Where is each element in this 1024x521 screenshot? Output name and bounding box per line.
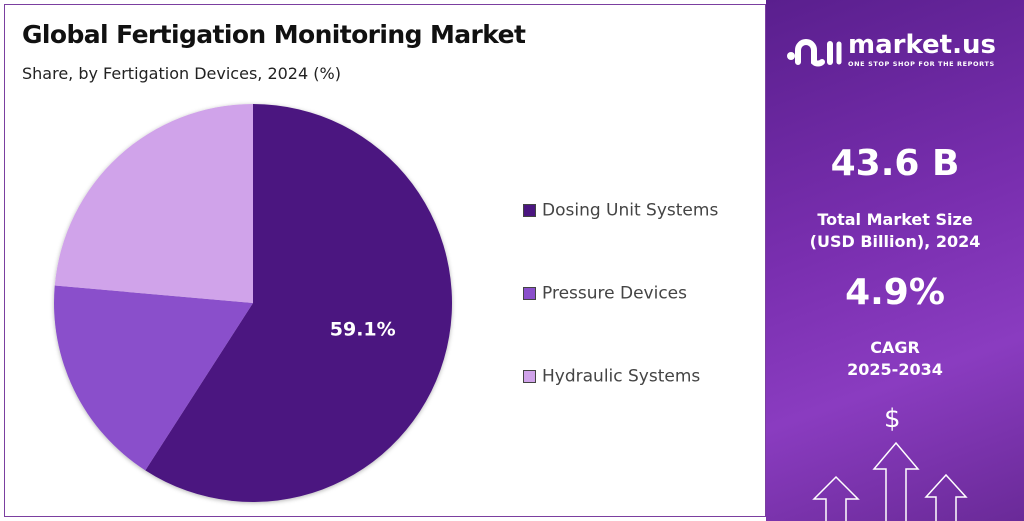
summary-sidebar: market.us ONE STOP SHOP FOR THE REPORTS … bbox=[766, 0, 1024, 521]
market-size-label-line1: Total Market Size bbox=[817, 210, 973, 229]
cagr-value: 4.9% bbox=[845, 272, 945, 313]
chart-title: Global Fertigation Monitoring Market bbox=[22, 20, 526, 49]
legend-swatch bbox=[523, 287, 536, 300]
logo-icon bbox=[787, 39, 842, 67]
cagr-label: CAGR bbox=[870, 338, 920, 357]
cagr-period: 2025-2034 bbox=[847, 360, 943, 379]
growth-arrows-icon bbox=[812, 441, 968, 521]
legend-item: Hydraulic Systems bbox=[523, 366, 700, 387]
chart-subtitle: Share, by Fertigation Devices, 2024 (%) bbox=[22, 64, 341, 83]
legend-label: Dosing Unit Systems bbox=[542, 200, 719, 221]
pie-chart: 59.1% bbox=[54, 104, 452, 503]
brand-tagline: ONE STOP SHOP FOR THE REPORTS bbox=[848, 60, 995, 68]
pie-slice-pressure-devices bbox=[54, 285, 254, 471]
data-label: 59.1% bbox=[330, 318, 396, 340]
market-size-value: 43.6 B bbox=[830, 143, 960, 184]
pie-slice-dosing-unit-systems bbox=[145, 104, 452, 503]
brand-name: market.us bbox=[848, 30, 996, 60]
legend-item: Dosing Unit Systems bbox=[523, 200, 718, 221]
legend-item: Pressure Devices bbox=[523, 283, 687, 304]
legend-label: Pressure Devices bbox=[542, 283, 687, 304]
dollar-icon: $ bbox=[884, 404, 901, 434]
market-us-logo: market.us ONE STOP SHOP FOR THE REPORTS bbox=[786, 30, 1016, 76]
legend-swatch bbox=[523, 204, 536, 217]
market-size-label-line2: (USD Billion), 2024 bbox=[809, 232, 981, 251]
legend-label: Hydraulic Systems bbox=[542, 366, 701, 387]
legend-swatch bbox=[523, 370, 536, 383]
pie-slice-hydraulic-systems bbox=[54, 104, 254, 303]
